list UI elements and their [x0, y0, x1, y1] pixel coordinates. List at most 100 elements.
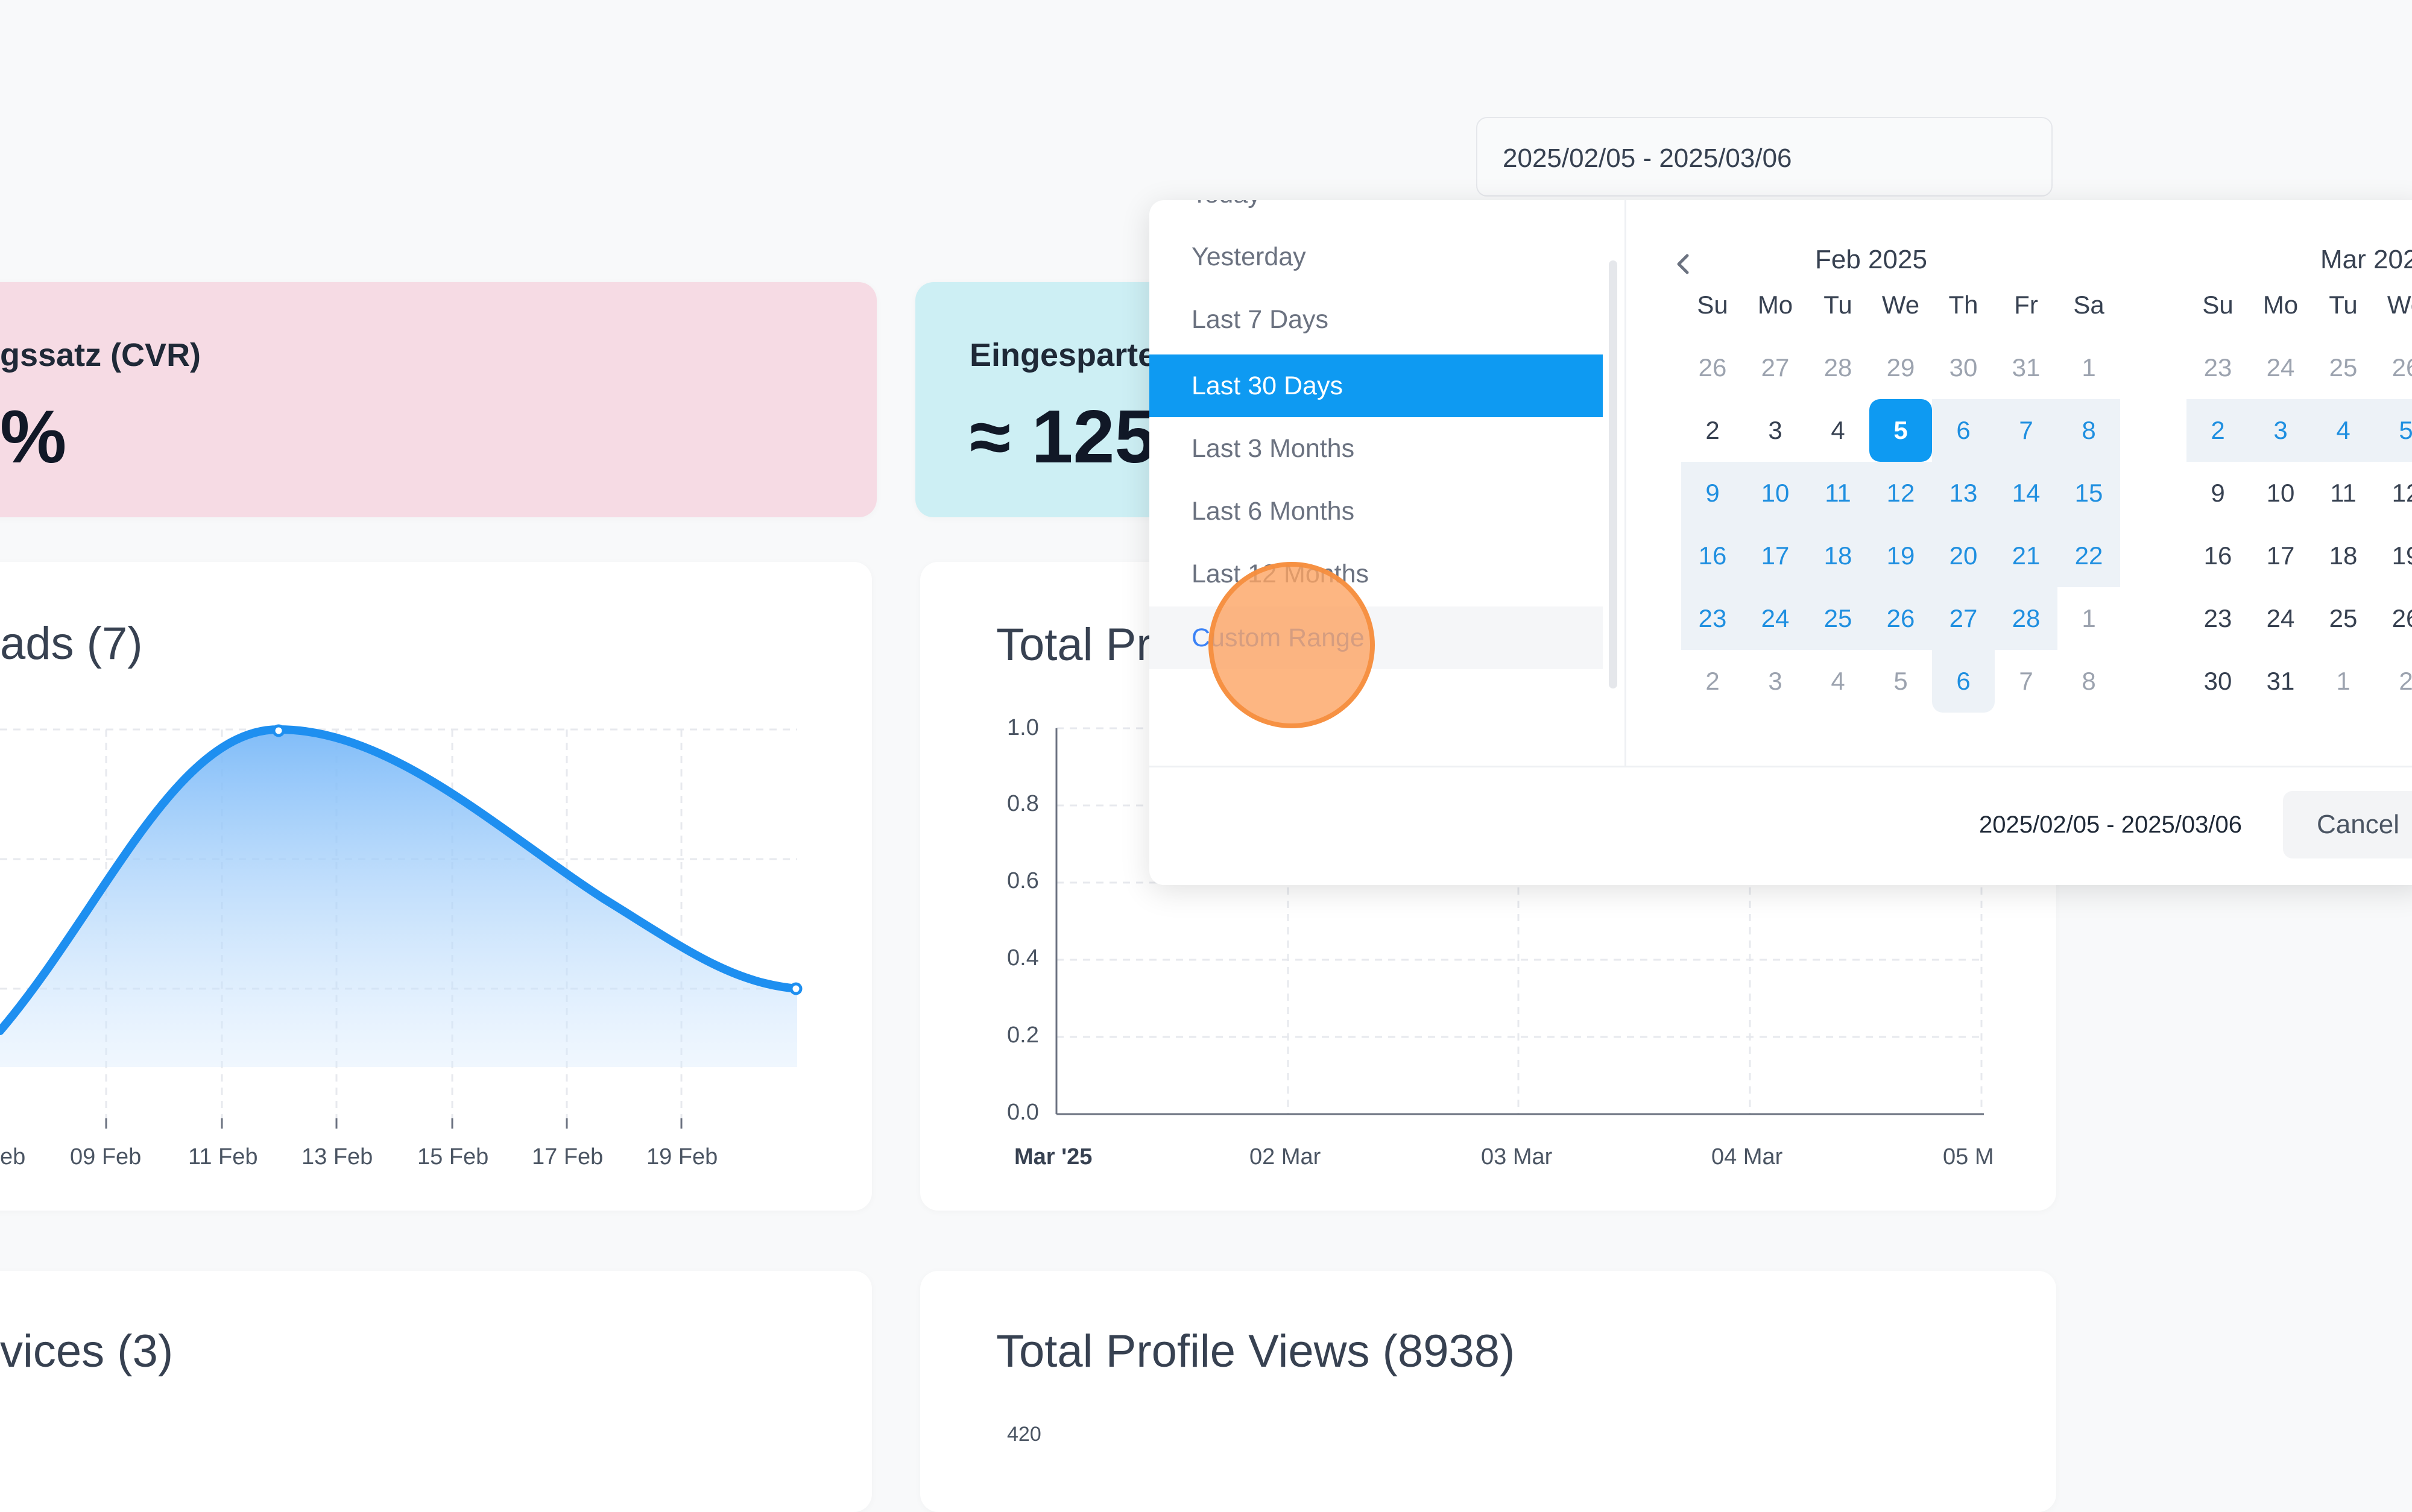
range-last-12-months[interactable]: Last 12 Months: [1192, 559, 1369, 588]
calendar-day[interactable]: 7: [1995, 399, 2057, 462]
calendar-day[interactable]: 6: [1932, 650, 1995, 713]
calendar-day[interactable]: 23: [2203, 604, 2232, 632]
calendar-day[interactable]: 2: [1705, 667, 1720, 695]
calendar-day[interactable]: 26: [1698, 353, 1727, 382]
calendar-day[interactable]: 5: [2375, 399, 2412, 462]
calendar-day[interactable]: 4: [1831, 416, 1845, 444]
range-last-30-days[interactable]: Last 30 Days: [1149, 354, 1603, 417]
calendar-day[interactable]: 9: [1681, 462, 1744, 524]
calendar-day[interactable]: 29: [1886, 353, 1915, 382]
calendar-day[interactable]: 12: [2391, 479, 2412, 507]
calendar-day[interactable]: 24: [2266, 353, 2295, 382]
calendar-day[interactable]: 17: [2266, 541, 2295, 570]
calendar-day[interactable]: 25: [2329, 353, 2358, 382]
card-title: vices (3): [0, 1326, 174, 1377]
calendar-day[interactable]: 2: [2399, 667, 2412, 695]
footer-divider: [1149, 766, 2412, 767]
calendar-day[interactable]: 10: [1744, 462, 1807, 524]
x-tick-label: 15 Feb: [417, 1144, 489, 1170]
calendar-day[interactable]: 27: [1761, 353, 1790, 382]
calendar-day[interactable]: 26: [1869, 587, 1932, 650]
date-range-input[interactable]: 2025/02/05 - 2025/03/06: [1476, 117, 2053, 197]
calendar-day[interactable]: 28: [1823, 353, 1852, 382]
calendar-day[interactable]: 15: [2057, 462, 2120, 524]
calendar-day[interactable]: 13: [1932, 462, 1995, 524]
month-label-feb: Feb 2025: [1815, 245, 1927, 274]
calendar-day[interactable]: 20: [1932, 524, 1995, 587]
calendar-day[interactable]: 2: [1705, 416, 1720, 444]
stat-card-cvr: gssatz (CVR) %: [0, 282, 877, 517]
y-tick-label: 0.2: [1007, 1022, 1039, 1048]
calendar-day[interactable]: 3: [2249, 399, 2312, 462]
card-title: Total Pr: [996, 619, 1152, 670]
calendar-day[interactable]: 24: [2266, 604, 2295, 632]
calendar-day[interactable]: 25: [2329, 604, 2358, 632]
calendar-day[interactable]: 7: [2019, 667, 2033, 695]
calendar-day[interactable]: 18: [1807, 524, 1869, 587]
calendar-day[interactable]: 26: [2391, 604, 2412, 632]
weekday-label: Fr: [2014, 291, 2038, 319]
weekday-label: We: [2387, 291, 2412, 319]
calendar-day[interactable]: 10: [2266, 479, 2295, 507]
calendar-day[interactable]: 8: [2057, 399, 2120, 462]
calendar-day[interactable]: 3: [1768, 667, 1782, 695]
range-list-scrollbar[interactable]: [1609, 260, 1617, 688]
calendar-day[interactable]: 6: [1932, 399, 1995, 462]
calendar-day[interactable]: 21: [1995, 524, 2057, 587]
range-last-3-months[interactable]: Last 3 Months: [1192, 434, 1355, 463]
range-last-6-months[interactable]: Last 6 Months: [1192, 497, 1355, 526]
calendar-day[interactable]: 18: [2329, 541, 2358, 570]
calendar-day[interactable]: 26: [2391, 353, 2412, 382]
calendar-day[interactable]: 2: [2186, 399, 2249, 462]
calendar-day[interactable]: 4: [1831, 667, 1845, 695]
calendar-day[interactable]: 4: [2312, 399, 2375, 462]
calendar-day[interactable]: 9: [2211, 479, 2225, 507]
calendar-day[interactable]: 19: [1869, 524, 1932, 587]
profile-views-card: Total Profile Views (8938) 420: [920, 1271, 2056, 1512]
calendar-day[interactable]: 1: [2082, 353, 2096, 382]
chevron-left-icon: [1677, 254, 1689, 274]
y-tick-label: 0.8: [1007, 791, 1039, 816]
calendar-day[interactable]: 8: [2082, 667, 2096, 695]
calendar-day[interactable]: 19: [2391, 541, 2412, 570]
calendar-day[interactable]: 17: [1744, 524, 1807, 587]
calendar-day[interactable]: 23: [2203, 353, 2232, 382]
weekday-label: Th: [1948, 291, 1978, 319]
calendar-day[interactable]: 30: [2203, 667, 2232, 695]
weekday-label: Mo: [2262, 291, 2299, 319]
calendar-day[interactable]: 12: [1869, 462, 1932, 524]
range-last-7-days[interactable]: Last 7 Days: [1192, 305, 1329, 334]
range-yesterday[interactable]: Yesterday: [1192, 242, 1306, 271]
x-tick-label: Mar '25: [1014, 1144, 1093, 1170]
calendar-day[interactable]: 24: [1744, 587, 1807, 650]
calendar-day[interactable]: 31: [2266, 667, 2295, 695]
calendar-day[interactable]: 25: [1807, 587, 1869, 650]
calendar-day[interactable]: 14: [1995, 462, 2057, 524]
calendar-day[interactable]: 27: [1932, 587, 1995, 650]
x-tick-label: 09 Feb: [70, 1144, 142, 1170]
leads-area-chart: [0, 724, 803, 1129]
y-tick-label: 1.0: [1007, 715, 1039, 740]
calendar-day[interactable]: 30: [1949, 353, 1978, 382]
calendar-day[interactable]: 23: [1681, 587, 1744, 650]
cancel-button[interactable]: Cancel: [2283, 791, 2412, 858]
weekday-label: We: [1881, 291, 1920, 319]
calendar-day[interactable]: 28: [1995, 587, 2057, 650]
calendar-day[interactable]: 5: [1893, 667, 1908, 695]
calendar-day[interactable]: 16: [1681, 524, 1744, 587]
calendar-day[interactable]: 11: [2330, 479, 2357, 507]
calendar-day[interactable]: 1: [2336, 667, 2350, 695]
calendar-day[interactable]: 5: [1869, 399, 1932, 462]
calendar-day[interactable]: 3: [1768, 416, 1782, 444]
calendar-day[interactable]: 22: [2057, 524, 2120, 587]
x-tick-label: 17 Feb: [532, 1144, 604, 1170]
calendar-day[interactable]: 1: [2082, 604, 2096, 632]
card-title: Total Profile Views (8938): [996, 1326, 1515, 1377]
calendar-day[interactable]: 16: [2203, 541, 2232, 570]
range-today[interactable]: Today: [1149, 200, 1603, 225]
calendar-day[interactable]: 31: [2012, 353, 2041, 382]
calendar-day[interactable]: 11: [1807, 462, 1869, 524]
x-tick-label: 04 Mar: [1711, 1144, 1783, 1170]
weekday-label: Mo: [1757, 291, 1793, 319]
prev-month-button[interactable]: [1665, 246, 1702, 282]
